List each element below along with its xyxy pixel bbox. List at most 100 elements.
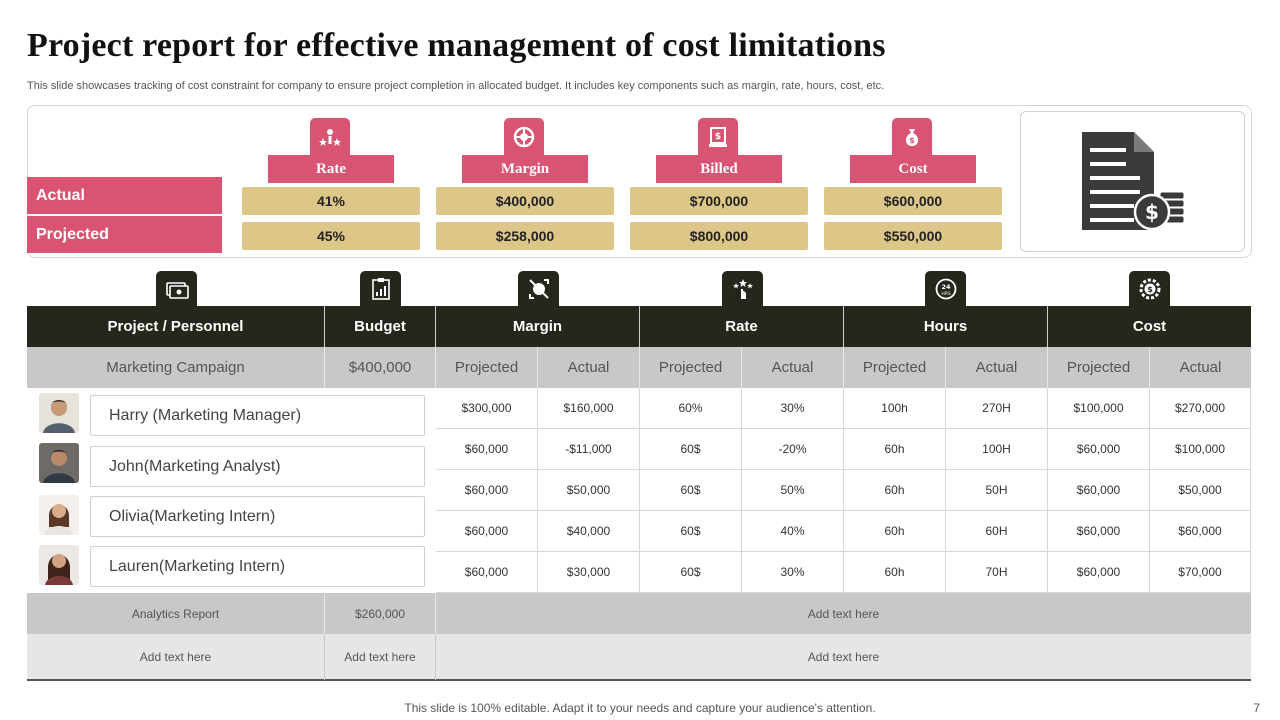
table-cell: $40,000	[538, 511, 640, 552]
analytics-placeholder: Add text here	[807, 606, 880, 621]
rate-icon	[310, 118, 350, 156]
table-cell: 60$	[640, 552, 742, 593]
subheader-rate-projected: Projected	[640, 347, 742, 388]
metric-margin-label: Margin	[462, 155, 588, 183]
table-cell: $30,000	[538, 552, 640, 593]
analytics-name: Analytics Report	[27, 593, 325, 634]
table-cell: 60h	[844, 511, 946, 552]
table-cell: $60,000	[436, 552, 538, 593]
avatar	[39, 545, 79, 585]
rate-header-icon	[722, 271, 763, 307]
subheader-margin-actual: Actual	[538, 347, 640, 388]
cost-icon: $	[892, 118, 932, 156]
document-illustration: $	[1020, 111, 1245, 252]
table-cell: 50H	[946, 470, 1048, 511]
subheader-cost-projected: Projected	[1048, 347, 1150, 388]
table-cell: -$11,000	[538, 429, 640, 470]
svg-text:$: $	[1145, 200, 1159, 224]
table-cell: $60,000	[1048, 429, 1150, 470]
header-project-personnel: Project / Personnel	[27, 306, 325, 347]
header-cost: Cost	[1132, 318, 1167, 335]
footer-note: This slide is 100% editable. Adapt it to…	[404, 701, 876, 715]
avatar	[39, 443, 79, 483]
page-subtitle: This slide showcases tracking of cost co…	[27, 80, 885, 92]
table-cell: $60,000	[436, 511, 538, 552]
subheader-margin-projected: Projected	[436, 347, 538, 388]
header-rate: Rate	[640, 306, 844, 347]
placeholder-text-1: Add text here	[27, 634, 325, 680]
project-icon	[156, 271, 197, 307]
svg-text:$: $	[715, 132, 721, 142]
table-cell: $270,000	[1150, 388, 1251, 429]
table-cell: 60$	[640, 511, 742, 552]
margin-icon	[504, 118, 544, 156]
subheader-hours-projected: Projected	[844, 347, 946, 388]
document-dollar-icon: $	[1081, 131, 1184, 230]
placeholder-row: Add text here Add text here Add text her…	[27, 634, 1251, 681]
subheader-cost-actual: Actual	[1179, 359, 1222, 376]
table-cell: $60,000	[1150, 511, 1251, 552]
svg-text:24: 24	[941, 283, 951, 291]
billed-icon: $	[698, 118, 738, 156]
table-cell: 100H	[946, 429, 1048, 470]
table-cell: 50%	[742, 470, 844, 511]
metric-billed-label: Billed	[656, 155, 782, 183]
svg-text:HRS: HRS	[941, 291, 951, 297]
metric-cost-label: Cost	[850, 155, 976, 183]
table-cell: -20%	[742, 429, 844, 470]
subheader-rate-actual: Actual	[742, 347, 844, 388]
campaign-budget: $400,000	[325, 347, 436, 388]
metric-rate-label: Rate	[268, 155, 394, 183]
table-cell: $300,000	[436, 388, 538, 429]
billed-actual-value: $700,000	[630, 187, 808, 215]
header-margin: Margin	[436, 306, 640, 347]
margin-actual-value: $400,000	[436, 187, 614, 215]
svg-text:$: $	[909, 136, 915, 145]
cost-header-icon: $	[1129, 271, 1170, 307]
cost-actual-value: $600,000	[824, 187, 1002, 215]
table-cell: $60,000	[1048, 552, 1150, 593]
table-cell: $100,000	[1048, 388, 1150, 429]
table-cell: $70,000	[1150, 552, 1251, 593]
campaign-name: Marketing Campaign	[27, 347, 325, 388]
table-cell: 60h	[844, 552, 946, 593]
personnel-name-1: Harry (Marketing Manager)	[90, 395, 425, 436]
personnel-name-3: Olivia(Marketing Intern)	[90, 496, 425, 537]
svg-text:$: $	[1147, 285, 1153, 294]
table-header-row: Project / Personnel Budget Margin Rate H…	[27, 306, 1251, 347]
table-cell: 100h	[844, 388, 946, 429]
table-cell: 40%	[742, 511, 844, 552]
table-cell: 60%	[640, 388, 742, 429]
analytics-row: Analytics Report $260,000 Add text here	[27, 593, 1251, 634]
table-cell: 60$	[640, 429, 742, 470]
table-cell: 30%	[742, 552, 844, 593]
table-cell: $60,000	[1048, 511, 1150, 552]
rate-projected-value: 45%	[242, 222, 420, 250]
header-hours: Hours	[844, 306, 1048, 347]
analytics-budget: $260,000	[325, 593, 436, 634]
table-cell: $160,000	[538, 388, 640, 429]
rate-actual-value: 41%	[242, 187, 420, 215]
table-cell: 60H	[946, 511, 1048, 552]
page-number: 7	[1253, 701, 1260, 715]
table-cell: 270H	[946, 388, 1048, 429]
avatar	[39, 495, 79, 535]
budget-icon	[360, 271, 401, 307]
margin-projected-value: $258,000	[436, 222, 614, 250]
avatar	[39, 393, 79, 433]
table-cell: $100,000	[1150, 429, 1251, 470]
table-cell: 60$	[640, 470, 742, 511]
table-cell: $50,000	[538, 470, 640, 511]
header-budget: Budget	[325, 306, 436, 347]
table-cell: 70H	[946, 552, 1048, 593]
subheader-hours-actual: Actual	[946, 347, 1048, 388]
placeholder-text-3: Add text here	[807, 650, 880, 664]
actual-row-label: Actual	[27, 177, 222, 214]
hours-icon: 24 HRS	[925, 271, 966, 307]
table-cell: $60,000	[436, 429, 538, 470]
personnel-name-4: Lauren(Marketing Intern)	[90, 546, 425, 587]
personnel-name-2: John(Marketing Analyst)	[90, 446, 425, 487]
placeholder-text-2: Add text here	[325, 634, 436, 680]
page-title: Project report for effective management …	[27, 27, 886, 64]
table-cell: 60h	[844, 429, 946, 470]
